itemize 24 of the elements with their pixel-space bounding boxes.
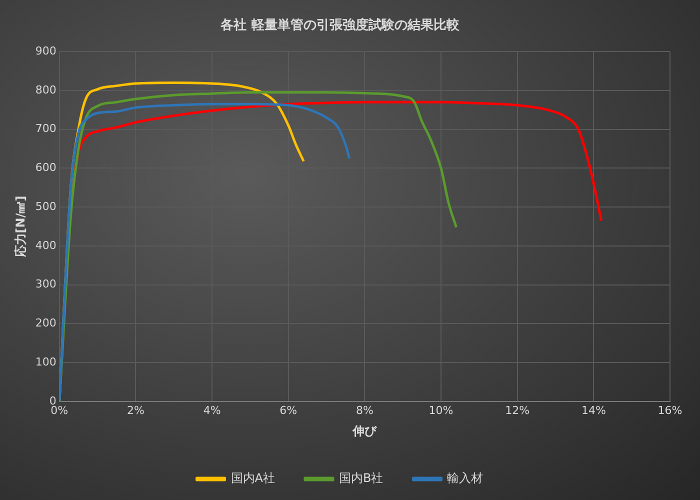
y-tick-label: 800	[35, 83, 56, 96]
y-tick-label: 700	[35, 122, 56, 136]
x-tick-label: 6%	[280, 404, 298, 417]
line-series	[59, 102, 351, 402]
x-tick-label: 12%	[505, 404, 530, 417]
x-tick-label: 2%	[126, 404, 144, 417]
x-axis-title: 伸び	[352, 424, 378, 438]
x-tick-label: 8%	[356, 404, 374, 417]
y-axis-title: 応力[N/㎟]	[13, 196, 28, 258]
x-tick-label: 16%	[658, 404, 682, 417]
chart-title: 各社 軽量単管の引張強度試験の結果比較	[220, 17, 460, 34]
y-tick-label: 400	[35, 238, 56, 252]
x-tick-label: 4%	[203, 404, 221, 417]
y-tick-label: 100	[35, 355, 56, 368]
y-tick-label: 900	[35, 44, 56, 58]
y-tick-label: 500	[35, 200, 56, 213]
x-tick-label: 10%	[428, 404, 454, 417]
y-tick-label: 200	[35, 316, 56, 330]
y-tick-label: 600	[35, 161, 56, 174]
x-tick-label: 14%	[581, 404, 606, 417]
legend-label: 国内A社	[230, 471, 275, 486]
legend-label: 輸入材	[447, 471, 484, 486]
y-tick-label: 300	[35, 278, 56, 291]
legend-label: 国内B社	[338, 471, 384, 486]
